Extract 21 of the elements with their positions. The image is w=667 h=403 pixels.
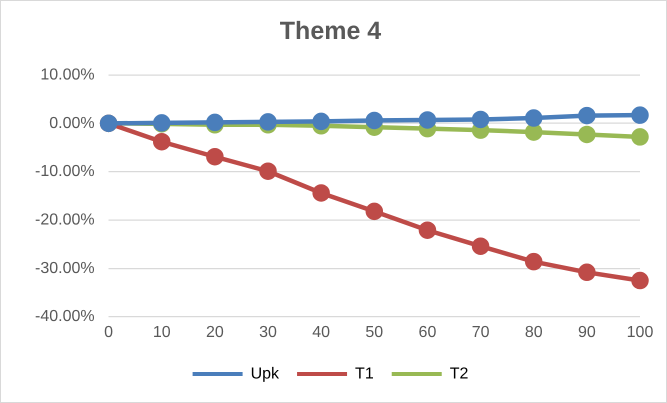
legend-label: T1 bbox=[355, 365, 374, 382]
y-tick-label: -40.00% bbox=[35, 308, 95, 326]
legend-label: T2 bbox=[450, 365, 468, 382]
x-tick-label: 10 bbox=[152, 324, 171, 341]
legend-label: Upk bbox=[250, 365, 280, 382]
y-tick-label: -30.00% bbox=[35, 260, 95, 277]
y-tick-label: 0.00% bbox=[49, 114, 95, 132]
x-tick-label: 60 bbox=[418, 324, 436, 341]
y-tick-label: 10.00% bbox=[40, 66, 95, 84]
chart-title: Theme 4 bbox=[280, 16, 382, 45]
x-tick-label: 80 bbox=[524, 324, 543, 341]
x-tick-label: 0 bbox=[104, 324, 114, 341]
x-tick-label: 90 bbox=[578, 324, 596, 341]
x-tick-label: 30 bbox=[259, 324, 278, 341]
x-tick-label: 20 bbox=[206, 324, 224, 341]
x-tick-label: 70 bbox=[472, 324, 490, 341]
x-tick-label: 50 bbox=[365, 324, 384, 341]
x-tick-label: 40 bbox=[312, 324, 330, 341]
y-tick-label: -20.00% bbox=[35, 211, 95, 228]
x-tick-label: 100 bbox=[626, 324, 654, 341]
y-tick-label: -10.00% bbox=[35, 163, 95, 180]
